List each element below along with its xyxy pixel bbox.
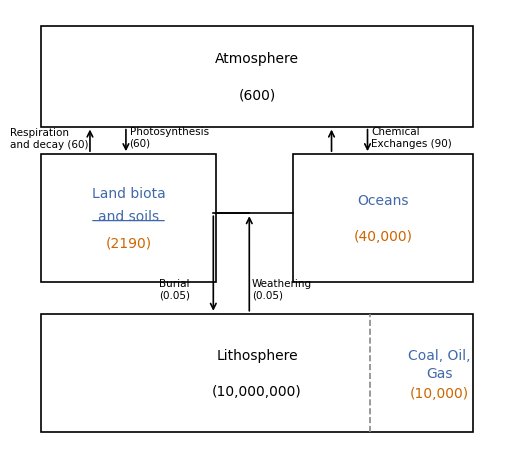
Text: Chemical
Exchanges (90): Chemical Exchanges (90) <box>371 127 452 149</box>
Text: Lithosphere: Lithosphere <box>216 348 298 362</box>
Text: Coal, Oil,: Coal, Oil, <box>408 348 471 362</box>
Text: (10,000): (10,000) <box>410 387 469 400</box>
Text: Respiration
and decay (60): Respiration and decay (60) <box>10 128 89 150</box>
FancyBboxPatch shape <box>41 314 473 432</box>
Text: (40,000): (40,000) <box>354 230 412 243</box>
Text: (600): (600) <box>238 89 276 102</box>
FancyBboxPatch shape <box>41 27 473 127</box>
Text: and soils: and soils <box>98 209 159 223</box>
Text: (10,000,000): (10,000,000) <box>212 384 302 398</box>
Text: Gas: Gas <box>426 366 453 380</box>
FancyBboxPatch shape <box>41 155 216 282</box>
Text: Atmosphere: Atmosphere <box>215 52 299 66</box>
Text: Oceans: Oceans <box>357 193 409 207</box>
FancyBboxPatch shape <box>293 155 473 282</box>
Text: Burial
(0.05): Burial (0.05) <box>159 278 190 300</box>
Text: (2190): (2190) <box>105 237 152 250</box>
Text: Photosynthesis
(60): Photosynthesis (60) <box>130 127 209 149</box>
Text: Land biota: Land biota <box>91 187 166 200</box>
Text: Weathering
(0.05): Weathering (0.05) <box>252 278 312 300</box>
